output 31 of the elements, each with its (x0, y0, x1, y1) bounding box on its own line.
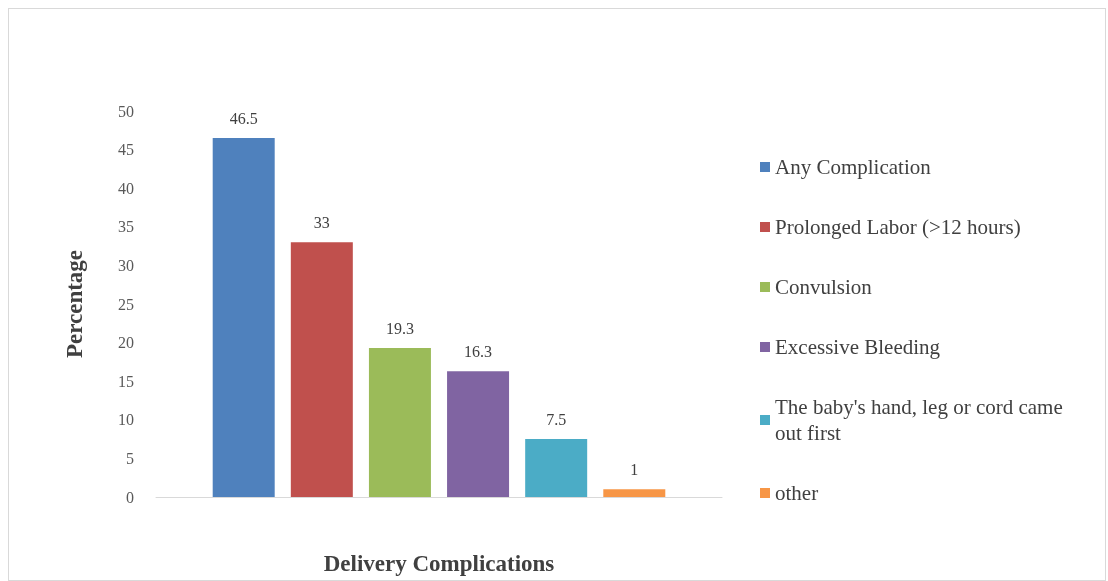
y-tick-label: 50 (118, 102, 134, 120)
y-tick-label: 0 (126, 488, 134, 506)
data-label: 33 (313, 213, 330, 231)
data-label: 19.3 (385, 319, 414, 337)
bar (368, 348, 431, 497)
data-label: 46.5 (229, 109, 258, 127)
data-label: 1 (630, 460, 639, 478)
bar (525, 439, 588, 497)
legend-label: The baby's hand, leg or cord came out first (775, 395, 1069, 445)
y-tick-label: 40 (118, 179, 134, 197)
y-tick-label: 20 (118, 334, 134, 352)
legend-label: other (775, 481, 819, 505)
data-label: 16.3 (464, 342, 493, 360)
legend-label: Any Complication (775, 155, 932, 179)
y-tick-label: 35 (118, 218, 134, 236)
legend-label: Excessive Bleeding (775, 335, 941, 359)
bar (290, 242, 353, 497)
bar (212, 138, 275, 497)
y-tick-label: 25 (118, 295, 134, 313)
bar (603, 489, 666, 497)
data-label: 7.5 (546, 410, 567, 428)
x-axis-title: Delivery Complications (323, 551, 555, 576)
y-tick-label: 15 (118, 372, 134, 390)
y-tick-label: 45 (118, 141, 134, 159)
y-axis-title: Percentage (62, 249, 87, 359)
bar (447, 371, 510, 497)
legend-label: Convulsion (775, 275, 873, 299)
y-tick-label: 10 (118, 411, 134, 429)
y-tick-label: 5 (126, 449, 134, 467)
legend-label: Prolonged Labor (>12 hours) (775, 215, 1021, 239)
y-tick-label: 30 (118, 256, 134, 274)
